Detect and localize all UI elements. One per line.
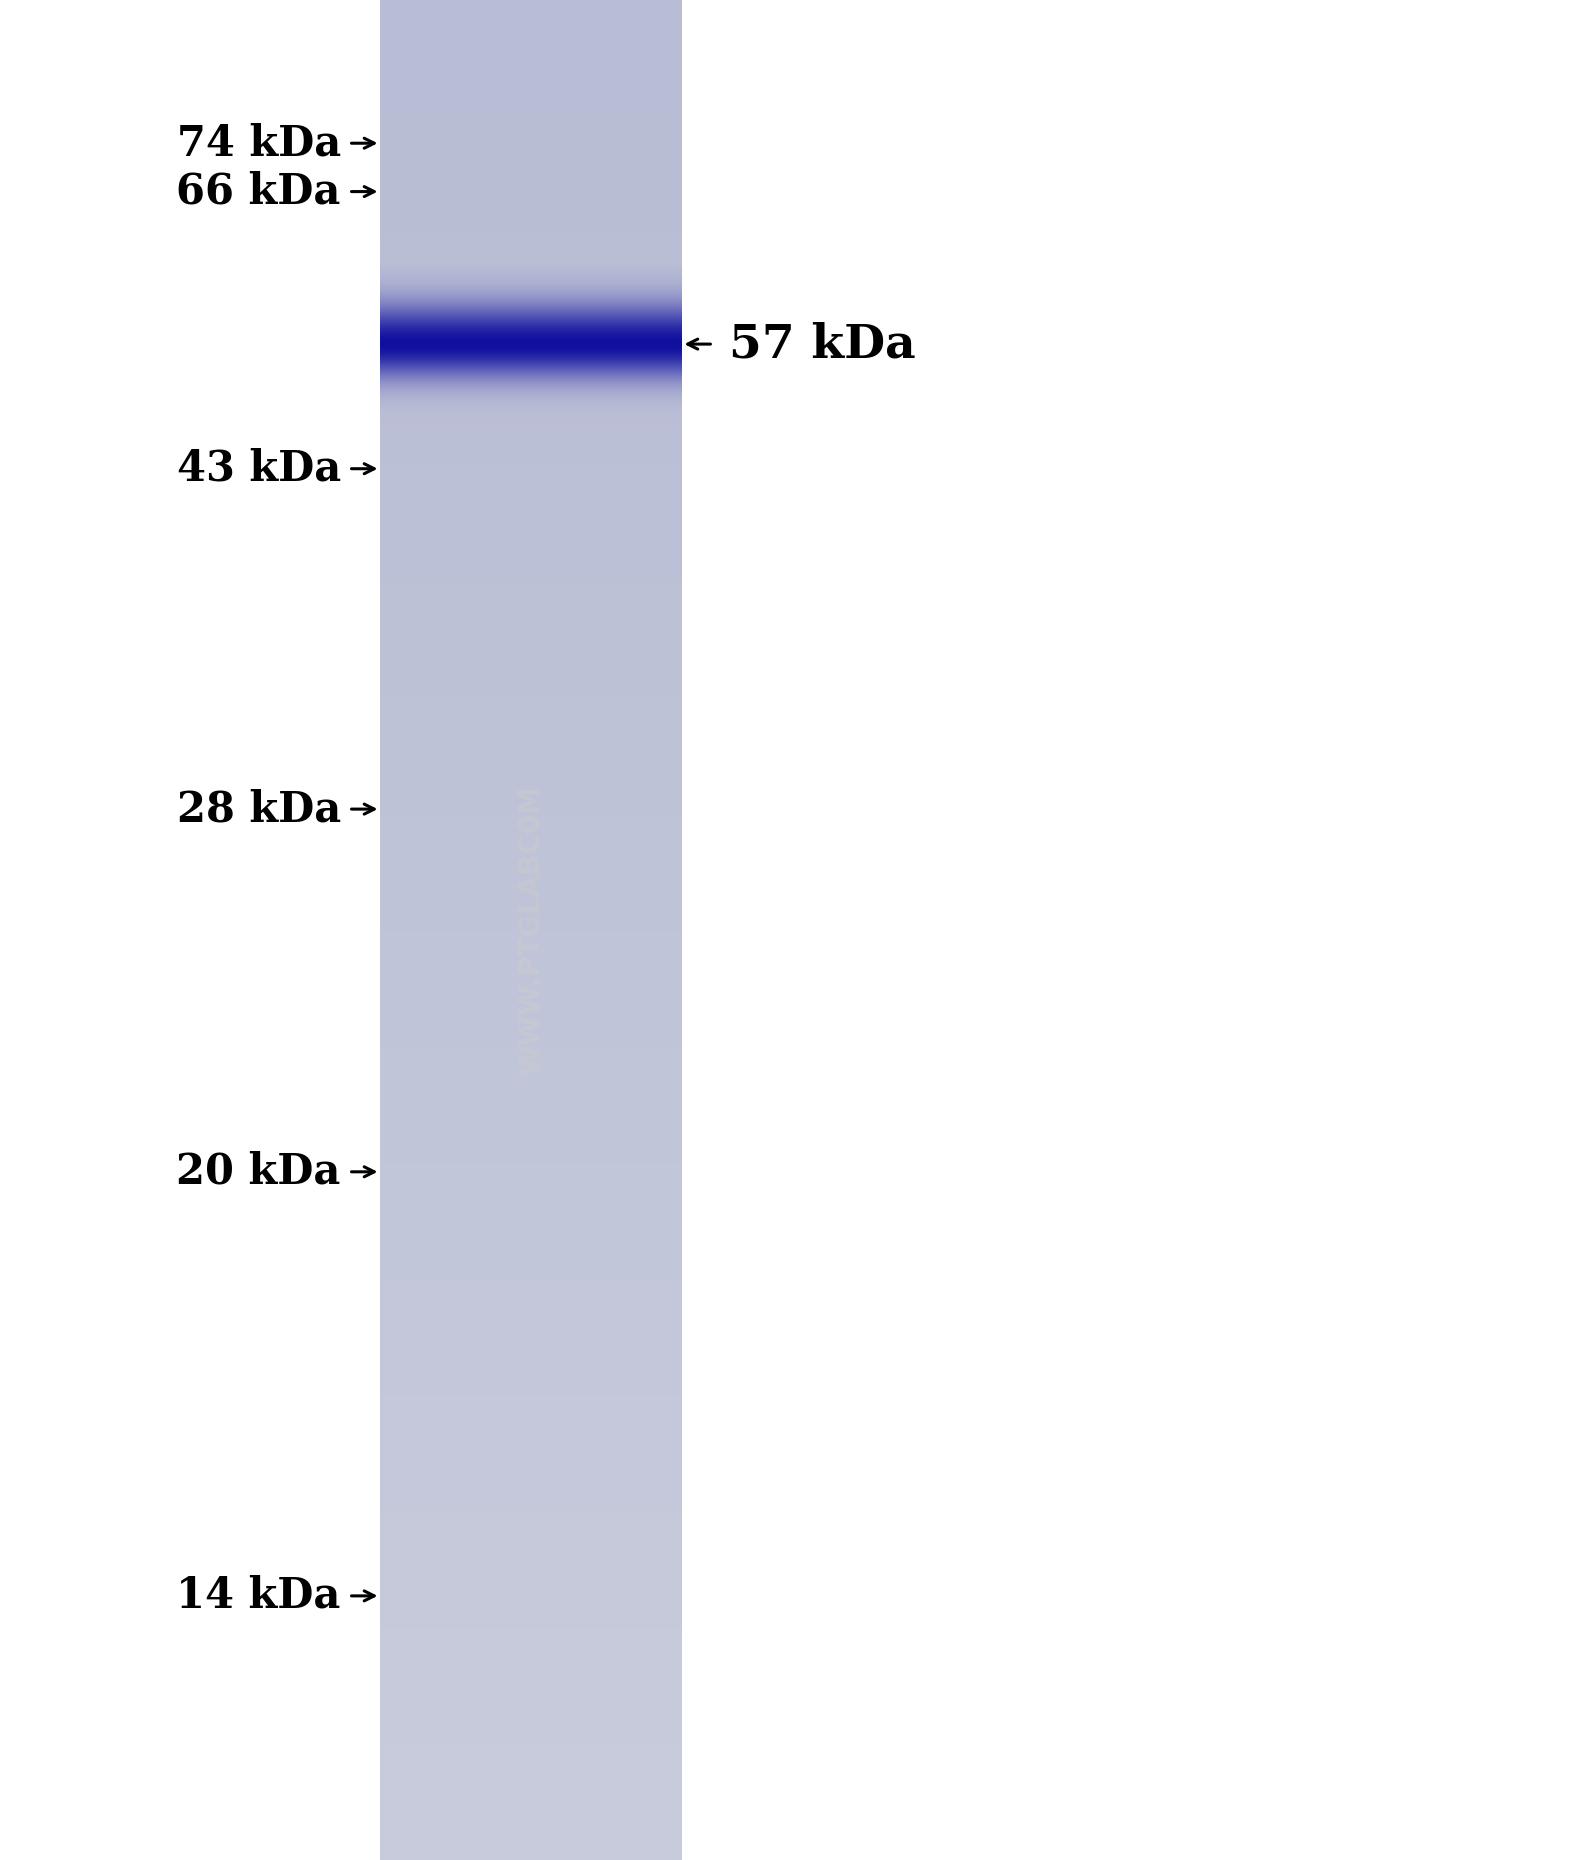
Text: 66 kDa: 66 kDa — [176, 171, 341, 212]
Text: 74 kDa: 74 kDa — [176, 123, 341, 164]
Text: WWW.PTGLABC0M: WWW.PTGLABC0M — [517, 785, 545, 1075]
Text: 20 kDa: 20 kDa — [176, 1151, 341, 1192]
Text: 14 kDa: 14 kDa — [176, 1575, 341, 1616]
Text: 57 kDa: 57 kDa — [729, 322, 916, 366]
Text: 43 kDa: 43 kDa — [176, 448, 341, 489]
Text: 28 kDa: 28 kDa — [176, 789, 341, 830]
